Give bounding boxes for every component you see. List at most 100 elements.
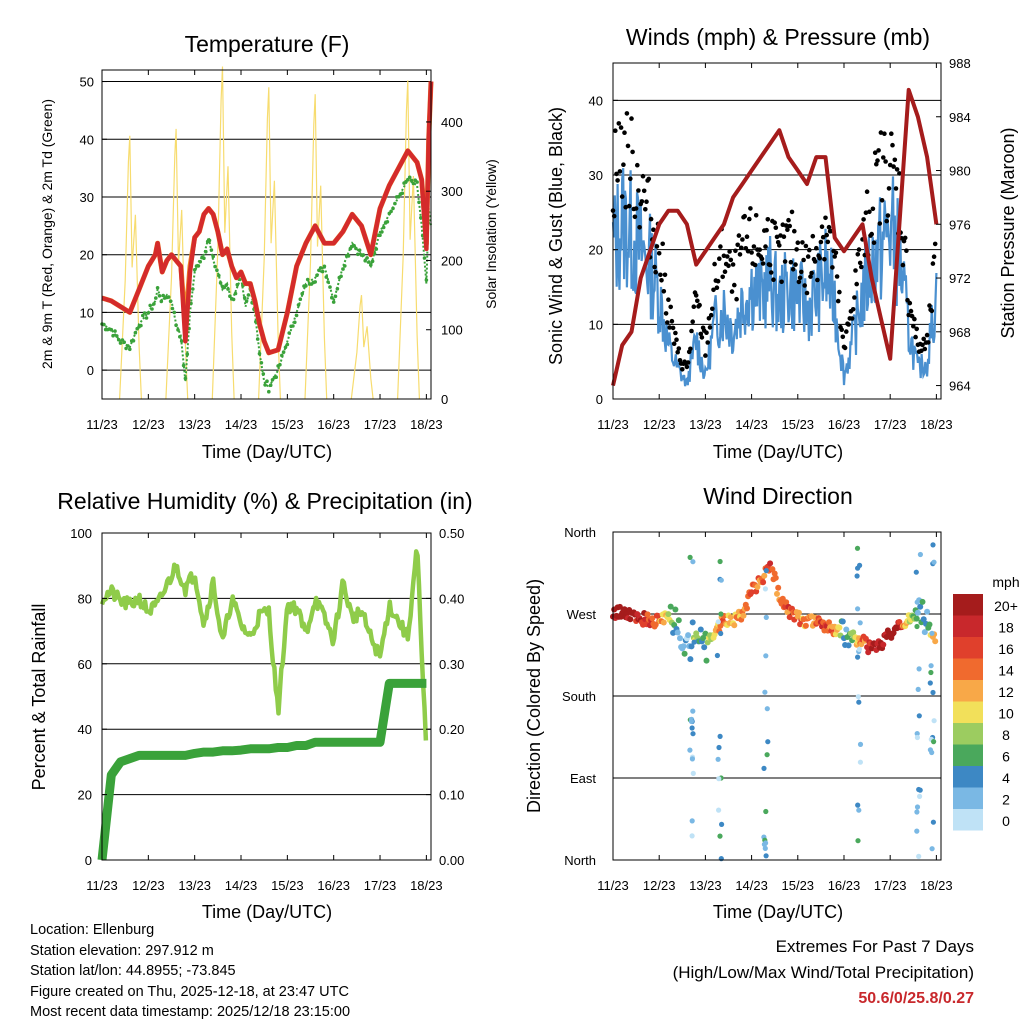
gust-point bbox=[809, 270, 814, 276]
humidity-xlabel: Time (Day/UTC) bbox=[202, 902, 332, 922]
direction-outlier-point bbox=[761, 765, 767, 772]
gust-point bbox=[688, 346, 693, 352]
gust-point bbox=[819, 224, 825, 229]
direction-outlier-point bbox=[763, 568, 769, 574]
dewpoint-point bbox=[202, 256, 206, 261]
y-right-tick-label: 972 bbox=[949, 271, 971, 286]
x-tick-label: 16/23 bbox=[317, 878, 350, 893]
direction-point bbox=[703, 657, 710, 664]
y-tick-label: 0 bbox=[85, 853, 92, 868]
x-tick-label: 16/23 bbox=[317, 417, 350, 432]
y-tick-label: 40 bbox=[78, 722, 92, 737]
gust-point bbox=[782, 259, 788, 264]
gust-point bbox=[736, 233, 742, 238]
y-tick-label: 60 bbox=[78, 657, 92, 672]
gust-point bbox=[749, 250, 754, 255]
direction-outlier-point bbox=[855, 606, 861, 612]
gust-point bbox=[857, 260, 863, 266]
y-right-tick-label: 0.20 bbox=[439, 722, 464, 737]
winds-title: Winds (mph) & Pressure (mb) bbox=[626, 24, 930, 50]
gust-point bbox=[765, 217, 771, 222]
y-tick-label: 30 bbox=[589, 168, 603, 183]
direction-point bbox=[727, 614, 734, 621]
gust-point bbox=[720, 274, 725, 280]
dewpoint-point bbox=[124, 346, 128, 351]
direction-outlier-point bbox=[764, 752, 770, 758]
gust-point bbox=[643, 207, 648, 212]
gust-point bbox=[803, 243, 809, 249]
dewpoint-point bbox=[179, 339, 184, 343]
temperature-right-axis: 0 100 200 300 400 bbox=[426, 115, 463, 407]
y-tick-label: 40 bbox=[589, 93, 603, 108]
direction-outlier-point bbox=[717, 558, 723, 565]
gust-point bbox=[676, 346, 682, 351]
y-right-tick-label: 984 bbox=[949, 110, 971, 125]
gust-point bbox=[867, 209, 872, 215]
direction-outlier-point bbox=[716, 776, 722, 782]
gust-point bbox=[785, 227, 790, 232]
gust-point bbox=[651, 227, 656, 232]
direction-outlier-point bbox=[718, 611, 724, 617]
direction-outlier-point bbox=[857, 741, 864, 748]
gust-point bbox=[820, 234, 826, 240]
gust-point bbox=[904, 248, 909, 253]
dewpoint-point bbox=[204, 249, 208, 254]
gust-point bbox=[722, 269, 728, 275]
dewpoint-point bbox=[339, 274, 343, 279]
direction-outlier-point bbox=[689, 833, 695, 839]
dewpoint-point bbox=[313, 280, 318, 284]
x-tick-label: 13/23 bbox=[178, 878, 211, 893]
direction-point bbox=[880, 641, 887, 648]
dewpoint-point bbox=[172, 310, 177, 315]
dewpoint-point bbox=[178, 335, 182, 339]
direction-outlier-point bbox=[931, 718, 937, 724]
gust-point bbox=[859, 264, 864, 270]
gust-point bbox=[662, 272, 668, 278]
dewpoint-point bbox=[185, 352, 190, 357]
y-right-tick-label: 0.50 bbox=[439, 526, 464, 541]
gust-point bbox=[931, 254, 937, 259]
dewpoint-point bbox=[191, 287, 195, 291]
gust-point bbox=[900, 262, 906, 268]
x-tick-label: 12/23 bbox=[132, 878, 165, 893]
gust-point bbox=[665, 320, 670, 325]
gust-point bbox=[882, 131, 887, 136]
gust-point bbox=[879, 198, 885, 203]
gust-point bbox=[618, 125, 624, 130]
direction-point bbox=[717, 622, 724, 629]
gust-point bbox=[625, 143, 631, 149]
winds-pressure-panel: Winds (mph) & Pressure (mb) 0 10 20 30 40 96… bbox=[546, 24, 1018, 462]
humidity-gridlines bbox=[102, 532, 431, 861]
y-tick-label: 40 bbox=[80, 132, 94, 147]
gust-point bbox=[763, 244, 768, 249]
direction-point bbox=[767, 560, 774, 567]
gust-point bbox=[897, 171, 902, 176]
gust-point bbox=[730, 262, 736, 267]
gust-point bbox=[881, 155, 886, 160]
dewpoint-point bbox=[341, 267, 345, 271]
direction-point bbox=[689, 619, 696, 626]
direction-point bbox=[932, 638, 939, 645]
gust-point bbox=[902, 235, 908, 241]
gust-point bbox=[771, 277, 776, 283]
x-tick-label: 15/23 bbox=[271, 878, 304, 893]
dewpoint-point bbox=[322, 264, 327, 269]
direction-point bbox=[627, 616, 634, 623]
wind-direction-plot-frame bbox=[612, 531, 942, 861]
dewpoint-point bbox=[415, 180, 419, 184]
colorbar-swatch bbox=[953, 680, 983, 702]
gust-point bbox=[830, 265, 835, 270]
dewpoint-point bbox=[246, 293, 251, 297]
dewpoint-point bbox=[367, 260, 371, 264]
gust-point bbox=[783, 223, 789, 228]
temperature-solar-series bbox=[119, 66, 420, 400]
direction-point bbox=[701, 644, 708, 651]
gust-point bbox=[680, 367, 685, 372]
dewpoint-point bbox=[217, 273, 221, 278]
colorbar-swatch bbox=[953, 658, 983, 680]
direction-point bbox=[760, 579, 767, 586]
dewpoint-point bbox=[318, 266, 323, 270]
humidity-left-axis: 0 20 40 60 80 100 bbox=[70, 526, 107, 868]
wind-direction-ylabel: Direction (Colored By Speed) bbox=[524, 579, 544, 813]
dewpoint-point bbox=[259, 361, 264, 365]
